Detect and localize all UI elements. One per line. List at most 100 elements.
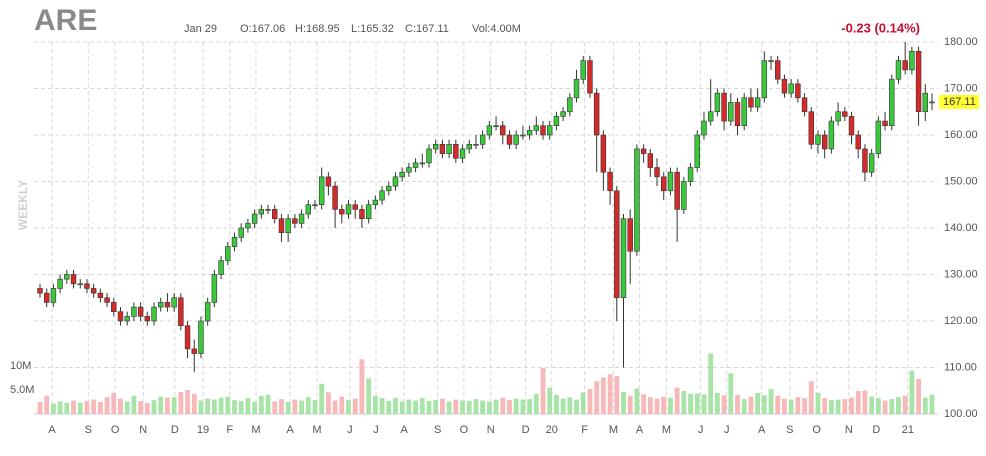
volume-bar [198,400,204,414]
x-tick-label: O [111,424,120,436]
candle-body [513,134,519,145]
candle-body [929,101,935,104]
volume-bar [788,399,794,414]
candle-body [748,97,754,108]
volume-bar [460,400,465,414]
volume-bar [104,397,110,414]
volume-bar [835,399,841,414]
volume-bar [500,397,506,414]
x-tick-label: 19 [197,424,209,436]
volume-bar [299,400,304,414]
candle-body [258,209,265,215]
volume-bar [191,393,197,414]
candle-body [184,325,191,350]
candle-body [573,78,580,99]
volume-bar [574,399,579,414]
candle-body [714,92,721,113]
candle-body [835,111,841,122]
candle-body [546,125,553,136]
volume-bar [614,376,620,414]
volume-bar [118,398,123,414]
candle-body [225,246,231,261]
y-tick-label: 110.00 [944,361,977,373]
volume-bar [896,397,901,414]
candle-body [775,60,781,80]
volume-bar [406,399,412,414]
candle-body [466,144,472,150]
candle-body [707,111,714,122]
candle-body [600,134,607,173]
volume-bar [882,400,888,414]
volume-bar [842,399,848,414]
open: O:167.06 [240,23,285,35]
x-tick-label: J [724,424,730,436]
volume-bar [245,398,251,414]
candle-body [312,204,318,207]
candle-body [560,111,566,117]
candle-body [795,83,801,99]
candle-body [526,130,533,136]
volume-bar [473,399,479,414]
period: WEEKLY [16,180,30,230]
volume-bar [91,399,97,414]
candle-body [339,209,345,215]
volume-bar [634,388,640,414]
volume-bar [768,389,774,414]
x-tick-label: A [758,424,766,436]
volume-bar [627,395,633,414]
y-tick-label: 180.00 [944,36,978,48]
volume-bar [292,399,298,414]
candle-body [842,111,848,117]
volume-bar [929,394,935,414]
volume-bar [272,401,278,414]
volume-bar [708,353,714,414]
volume-bar [688,393,693,414]
volume-bar [513,398,519,414]
x-tick-label: M [662,424,671,436]
candle-body [171,297,177,308]
x-tick-label: M [312,424,321,436]
candle-body [111,302,117,312]
candle-body [406,167,412,173]
x-tick-label: J [373,424,379,436]
volume-bar [922,397,928,414]
volume-bar [909,370,915,414]
x-tick-label: D [522,424,530,436]
volume-bar [795,397,801,414]
volume-bar [124,401,130,414]
candle-body [828,120,835,150]
volume-bar [520,399,526,414]
candle-body [681,181,687,210]
candle-body [104,297,110,303]
volume-bar [158,396,164,414]
volume-bar [486,401,492,414]
candle-body [158,302,164,308]
candle-body [902,60,908,71]
volume-bar [654,398,660,414]
volume-bar [869,396,875,414]
volume-bar [560,398,566,414]
volume-bar [775,395,781,414]
candle-body [345,204,352,215]
volume-bar [808,381,814,414]
volume-bar [621,391,626,414]
y-tick-label: 130.00 [944,268,978,280]
volume-bar [480,400,486,414]
volume-bar [728,373,734,414]
volume-bar [721,395,727,414]
candle-body [734,102,741,126]
volume-bar [393,397,398,414]
volume-bar [225,396,231,414]
y-tick-label: 160.00 [944,129,978,141]
x-tick-label: D [171,424,179,436]
volume-bar [822,398,828,414]
volume-bar [755,392,761,414]
candle-body [768,60,774,62]
volume-bar [439,398,445,414]
candle-body [251,213,258,224]
volume-bar [741,399,747,414]
candle-body [721,92,727,122]
x-tick-label: O [460,424,469,436]
candle-body [298,213,305,224]
candle-body [479,134,486,145]
